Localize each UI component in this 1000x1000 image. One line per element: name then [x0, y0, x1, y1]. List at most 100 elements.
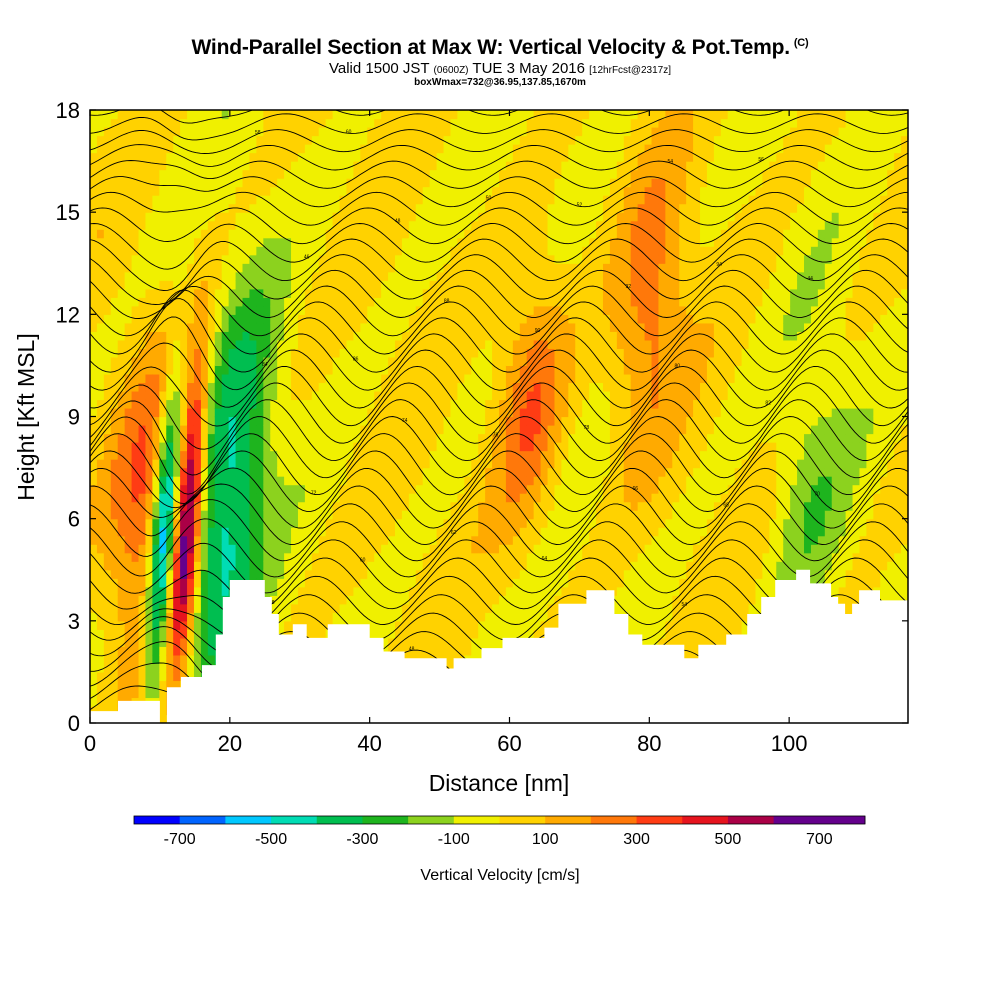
- velocity-cell: [242, 433, 251, 443]
- velocity-cell: [284, 203, 292, 213]
- velocity-cell: [187, 152, 195, 162]
- velocity-cell: [166, 433, 174, 443]
- velocity-cell: [436, 535, 445, 545]
- velocity-cell: [346, 535, 355, 545]
- velocity-cell: [367, 450, 375, 460]
- velocity-cell: [339, 569, 348, 579]
- velocity-cell: [145, 578, 153, 588]
- velocity-cell: [408, 493, 417, 503]
- velocity-cell: [110, 288, 119, 298]
- velocity-cell: [485, 459, 493, 469]
- velocity-cell: [291, 425, 299, 435]
- velocity-cell: [505, 161, 514, 171]
- velocity-cell: [499, 348, 507, 358]
- velocity-cell: [388, 484, 396, 494]
- velocity-cell: [284, 246, 292, 256]
- velocity-cell: [395, 382, 403, 392]
- velocity-cell: [214, 416, 223, 426]
- velocity-cell: [152, 144, 160, 154]
- velocity-cell: [547, 620, 556, 630]
- velocity-cell: [367, 612, 375, 622]
- velocity-cell: [193, 348, 202, 358]
- velocity-cell: [96, 612, 105, 622]
- velocity-cell: [374, 552, 382, 562]
- velocity-cell: [429, 637, 438, 647]
- velocity-cell: [297, 169, 306, 179]
- velocity-cell: [395, 578, 403, 588]
- velocity-cell: [318, 203, 327, 213]
- velocity-cell: [381, 646, 389, 656]
- velocity-cell: [561, 407, 569, 418]
- velocity-cell: [117, 527, 126, 537]
- velocity-cell: [110, 127, 119, 137]
- velocity-cell: [436, 297, 445, 307]
- velocity-cell: [408, 552, 417, 562]
- velocity-cell: [90, 373, 98, 384]
- velocity-cell: [568, 586, 576, 596]
- velocity-cell: [311, 246, 320, 256]
- velocity-cell: [297, 382, 306, 392]
- velocity-cell: [221, 365, 230, 375]
- velocity-cell: [395, 535, 403, 545]
- velocity-cell: [415, 280, 424, 290]
- velocity-cell: [304, 169, 313, 179]
- velocity-cell: [471, 467, 479, 477]
- velocity-cell: [200, 288, 209, 298]
- velocity-cell: [422, 127, 431, 137]
- velocity-cell: [457, 212, 465, 222]
- velocity-cell: [533, 288, 542, 298]
- velocity-cell: [492, 450, 500, 460]
- velocity-cell: [277, 382, 285, 392]
- velocity-cell: [374, 459, 382, 469]
- velocity-cell: [353, 356, 361, 367]
- velocity-cell: [166, 203, 174, 213]
- velocity-cell: [526, 442, 535, 452]
- velocity-cell: [422, 425, 431, 435]
- velocity-cell: [505, 501, 514, 511]
- velocity-cell: [436, 263, 445, 273]
- velocity-cell: [270, 552, 278, 562]
- velocity-cell: [145, 680, 153, 690]
- velocity-cell: [90, 527, 98, 537]
- velocity-cell: [103, 348, 112, 358]
- velocity-cell: [401, 450, 410, 460]
- velocity-cell: [187, 399, 195, 409]
- velocity-cell: [422, 118, 431, 128]
- velocity-cell: [388, 442, 396, 452]
- velocity-cell: [374, 118, 382, 128]
- velocity-cell: [429, 322, 438, 332]
- velocity-cell: [200, 297, 209, 307]
- velocity-cell: [422, 135, 431, 145]
- velocity-cell: [395, 348, 403, 358]
- velocity-cell: [519, 135, 528, 145]
- velocity-cell: [436, 407, 445, 418]
- velocity-cell: [478, 110, 486, 120]
- velocity-cell: [325, 416, 334, 426]
- velocity-cell: [284, 229, 292, 239]
- velocity-cell: [187, 373, 195, 384]
- velocity-cell: [540, 212, 549, 222]
- velocity-cell: [499, 144, 507, 154]
- velocity-cell: [505, 263, 514, 273]
- velocity-cell: [277, 518, 285, 528]
- velocity-cell: [485, 442, 493, 452]
- velocity-cell: [166, 569, 174, 579]
- velocity-cell: [96, 535, 105, 545]
- velocity-cell: [96, 476, 105, 486]
- velocity-cell: [187, 305, 195, 315]
- velocity-cell: [256, 169, 264, 179]
- velocity-cell: [512, 212, 521, 222]
- velocity-cell: [263, 569, 271, 579]
- velocity-cell: [297, 220, 306, 230]
- velocity-cell: [339, 407, 348, 418]
- velocity-cell: [159, 603, 167, 613]
- velocity-cell: [374, 314, 382, 324]
- velocity-cell: [228, 535, 237, 545]
- velocity-cell: [318, 518, 327, 528]
- velocity-cell: [311, 433, 320, 443]
- velocity-cell: [478, 339, 486, 349]
- velocity-cell: [96, 527, 105, 537]
- velocity-cell: [547, 561, 556, 571]
- velocity-cell: [304, 595, 313, 605]
- velocity-cell: [110, 476, 119, 486]
